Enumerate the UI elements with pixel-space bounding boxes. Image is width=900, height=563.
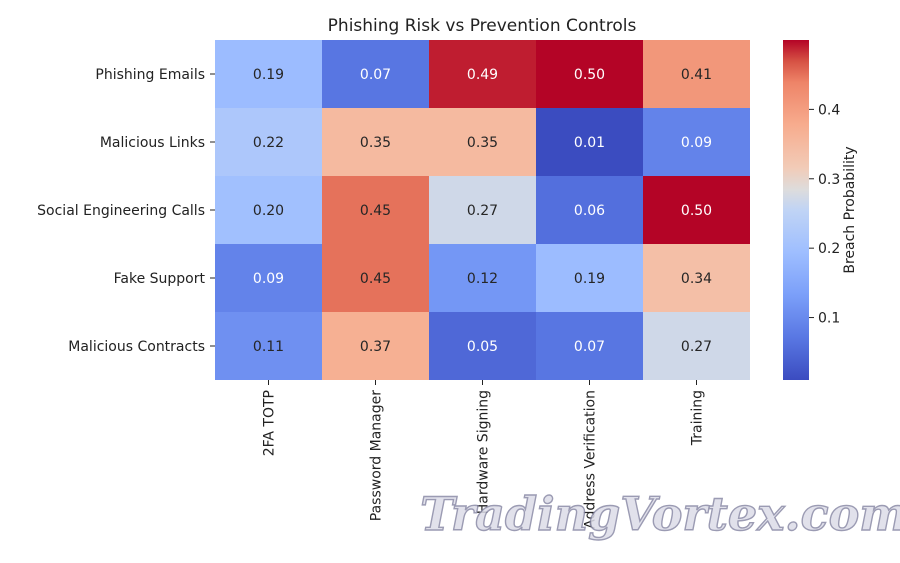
row-labels: Phishing Emails Malicious Links Social Eng…	[37, 67, 215, 355]
heatmap-cell	[536, 244, 643, 312]
cell-value-label: 0.45	[360, 203, 391, 219]
column-label: Password Manager	[369, 390, 385, 521]
cell-value-label: 0.35	[467, 135, 498, 151]
heatmap-cell	[429, 312, 536, 380]
cell-value-label: 0.35	[360, 135, 391, 151]
cell-value-label: 0.27	[467, 203, 498, 219]
heatmap-cell	[536, 312, 643, 380]
cell-value-label: 0.19	[253, 67, 284, 83]
colorbar-ticks: 0.1 0.2 0.3 0.4	[809, 102, 840, 327]
cell-value-label: 0.07	[574, 339, 605, 355]
heatmap-cell	[643, 312, 750, 380]
heatmap-cell	[215, 312, 322, 380]
heatmap-cell	[322, 176, 429, 244]
heatmap-cell	[643, 108, 750, 176]
colorbar-tick-label: 0.4	[818, 102, 840, 118]
heatmap-cell	[215, 108, 322, 176]
cell-value-labels: 0.19 0.07 0.49 0.50 0.41 0.22 0.35 0.35 0.01 0.09…	[253, 67, 712, 355]
colorbar-tick-label: 0.2	[818, 241, 840, 257]
cell-value-label: 0.07	[360, 67, 391, 83]
column-label: 2FA TOTP	[262, 390, 278, 456]
cell-value-label: 0.45	[360, 271, 391, 287]
cell-value-label: 0.01	[574, 135, 605, 151]
heatmap-cell	[215, 176, 322, 244]
heatmap-cell	[322, 244, 429, 312]
row-label: Malicious Links	[100, 135, 205, 151]
watermark-logo: TradingVortex.com	[420, 487, 900, 541]
column-label: Hardware Signing	[476, 390, 492, 514]
cell-value-label: 0.49	[467, 67, 498, 83]
column-label: Address Verification	[583, 390, 599, 529]
colorbar-label: Breach Probability	[842, 146, 858, 273]
cell-value-label: 0.22	[253, 135, 284, 151]
cell-value-label: 0.19	[574, 271, 605, 287]
cell-value-label: 0.09	[681, 135, 712, 151]
column-label: Training	[690, 390, 706, 446]
cell-value-label: 0.27	[681, 339, 712, 355]
cell-value-label: 0.41	[681, 67, 712, 83]
column-labels: 2FA TOTP Password Manager Hardware Signing…	[262, 380, 706, 529]
heatmap-cell	[643, 40, 750, 108]
colorbar-gradient	[783, 40, 809, 380]
cell-value-label: 0.09	[253, 271, 284, 287]
row-label: Fake Support	[114, 271, 206, 287]
colorbar-tick-label: 0.1	[818, 311, 840, 327]
heatmap-cell	[322, 40, 429, 108]
heatmap-cell	[536, 40, 643, 108]
chart-title: Phishing Risk vs Prevention Controls	[328, 16, 637, 36]
colorbar: 0.1 0.2 0.3 0.4 Breach Probability	[783, 40, 858, 380]
cell-value-label: 0.05	[467, 339, 498, 355]
heatmap-cell	[429, 176, 536, 244]
cell-value-label: 0.50	[681, 203, 712, 219]
heatmap-cell	[429, 108, 536, 176]
heatmap-cell	[536, 176, 643, 244]
heatmap-cell	[322, 108, 429, 176]
cell-value-label: 0.12	[467, 271, 498, 287]
row-label: Malicious Contracts	[68, 339, 205, 355]
heatmap-cell	[643, 176, 750, 244]
heatmap-cell	[643, 244, 750, 312]
heatmap-cell	[429, 40, 536, 108]
cell-value-label: 0.06	[574, 203, 605, 219]
row-label: Social Engineering Calls	[37, 203, 205, 219]
heatmap-cell	[536, 108, 643, 176]
row-label: Phishing Emails	[95, 67, 205, 83]
heatmap-cell	[429, 244, 536, 312]
cell-value-label: 0.20	[253, 203, 284, 219]
cell-value-label: 0.50	[574, 67, 605, 83]
heatmap-cell	[215, 40, 322, 108]
heatmap-cells	[215, 40, 750, 380]
cell-value-label: 0.37	[360, 339, 391, 355]
colorbar-tick-label: 0.3	[818, 172, 840, 188]
cell-value-label: 0.11	[253, 339, 284, 355]
cell-value-label: 0.34	[681, 271, 712, 287]
heatmap-cell	[215, 244, 322, 312]
heatmap-cell	[322, 312, 429, 380]
